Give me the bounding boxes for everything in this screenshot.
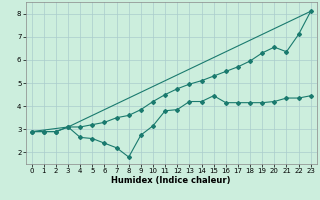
X-axis label: Humidex (Indice chaleur): Humidex (Indice chaleur) — [111, 176, 231, 185]
